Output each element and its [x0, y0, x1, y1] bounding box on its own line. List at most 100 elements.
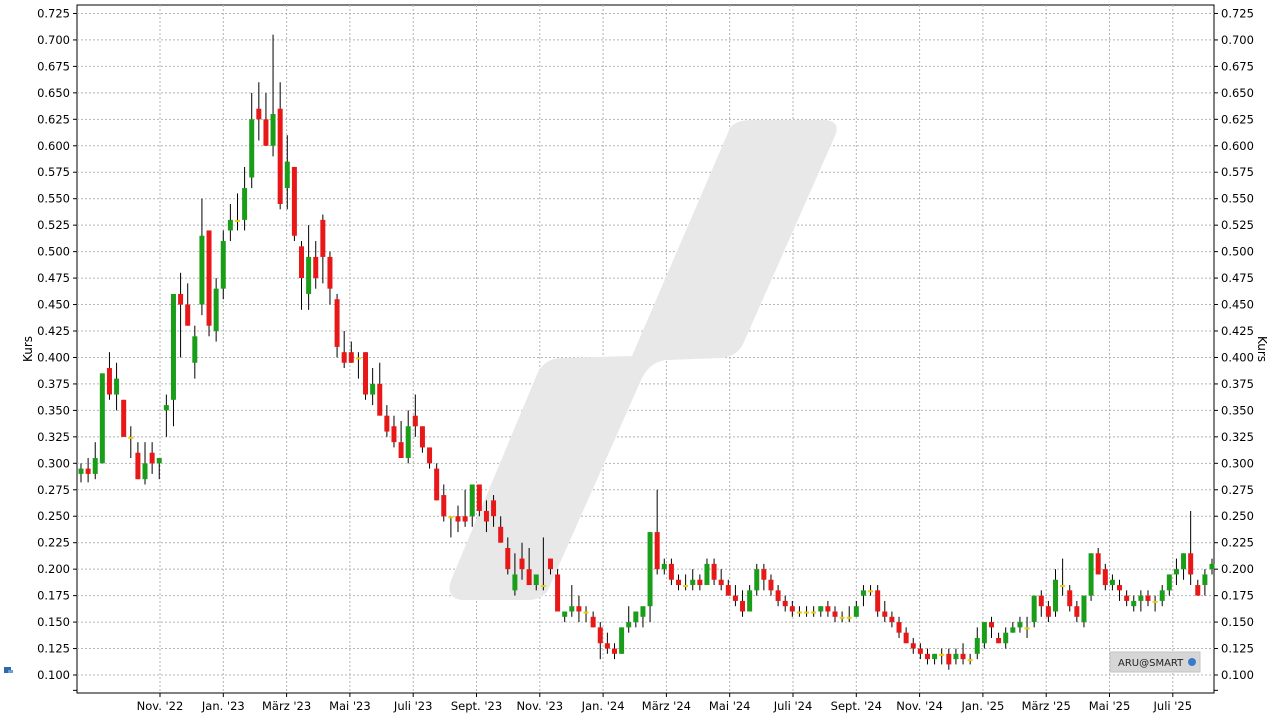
chart-tool-icon[interactable]: [4, 667, 13, 673]
y-tick-label-left: 0.400: [37, 350, 70, 364]
candle-body: [668, 563, 674, 580]
candle-body: [505, 547, 511, 570]
candle-body: [284, 161, 290, 189]
candle-body: [611, 648, 617, 654]
candle-body: [476, 484, 482, 511]
y-tick-label-left: 0.250: [37, 509, 70, 523]
y-tick-label-left: 0.225: [37, 536, 70, 550]
y-tick-label-left: 0.725: [37, 6, 70, 20]
candle-body: [569, 606, 575, 612]
candle-body: [597, 627, 603, 644]
candle-body: [1088, 553, 1094, 596]
candle-body: [405, 426, 411, 459]
candle-body: [455, 516, 461, 522]
x-tick-label: März '25: [1022, 699, 1071, 713]
candle-body: [875, 590, 881, 612]
candle-body: [868, 590, 874, 593]
candle-body: [1117, 585, 1123, 591]
candle-body: [434, 468, 440, 501]
x-tick-label: Nov. '23: [516, 699, 563, 713]
candle-body: [1202, 574, 1208, 586]
candle-body: [1159, 590, 1165, 601]
x-tick-label: Nov. '24: [896, 699, 943, 713]
y-tick-label-right: 0.375: [1221, 377, 1254, 391]
candle-body: [1053, 579, 1059, 612]
x-tick-label: Juli '24: [773, 699, 813, 713]
candle-body: [754, 569, 760, 591]
candle-body: [291, 166, 297, 236]
candle-body: [128, 436, 134, 439]
candle-body: [654, 532, 660, 570]
candle-body: [469, 484, 475, 517]
plot-frame: [76, 4, 1215, 694]
candle-body: [1017, 622, 1023, 628]
candle-body: [363, 352, 369, 395]
y-tick-label-left: 0.125: [37, 642, 70, 656]
candle-body: [832, 611, 838, 617]
candle-body: [334, 299, 340, 347]
candle-body: [768, 579, 774, 591]
candle-body: [761, 569, 767, 580]
candle-body: [576, 606, 582, 612]
candle-body: [647, 532, 653, 607]
x-tick-label: Nov. '22: [137, 699, 184, 713]
candle-body: [1152, 600, 1158, 603]
source-badge: ARU@SMART: [1109, 651, 1201, 673]
y-tick-label-right: 0.175: [1221, 589, 1254, 603]
candle-body: [988, 622, 994, 628]
candle-body: [533, 574, 539, 586]
candle-body: [811, 611, 817, 614]
candle-body: [1081, 595, 1087, 623]
y-tick-label-right: 0.100: [1221, 668, 1254, 682]
candle-body: [192, 336, 198, 363]
candle-body: [555, 574, 561, 612]
candle-body: [910, 643, 916, 649]
x-tick-label: Juli '25: [1153, 699, 1193, 713]
candle-body: [1003, 632, 1009, 644]
candle-body: [967, 659, 973, 662]
y-tick-label-right: 0.125: [1221, 642, 1254, 656]
candle-body: [747, 590, 753, 612]
candle-body: [782, 600, 788, 607]
candle-body: [690, 579, 696, 586]
y-tick-label-right: 0.200: [1221, 562, 1254, 576]
candle-body: [846, 616, 852, 619]
y-tick-label-right: 0.625: [1221, 112, 1254, 126]
x-tick-label: Mai '25: [1089, 699, 1131, 713]
y-tick-label-left: 0.425: [37, 324, 70, 338]
candle-body: [256, 108, 262, 120]
candle-body: [85, 468, 91, 474]
watermark-logo: [449, 120, 837, 600]
candle-body: [398, 442, 404, 459]
y-tick-label-left: 0.625: [37, 112, 70, 126]
candle-body: [1209, 563, 1215, 570]
candle-body: [860, 590, 866, 596]
candle-body: [818, 606, 824, 612]
candle-body: [370, 383, 376, 395]
candle-body: [732, 595, 738, 601]
candle-body: [149, 452, 155, 464]
candle-body: [661, 563, 667, 570]
candle-body: [1102, 569, 1108, 586]
candle-body: [903, 632, 909, 644]
y-tick-label-left: 0.450: [37, 298, 70, 312]
x-tick-label: Juli '23: [393, 699, 433, 713]
x-tick-label: Sept. '24: [831, 699, 882, 713]
candle-body: [412, 415, 418, 427]
y-tick-label-left: 0.150: [37, 615, 70, 629]
y-tick-label-left: 0.525: [37, 218, 70, 232]
candle-body: [547, 558, 553, 570]
y-tick-label-right: 0.450: [1221, 298, 1254, 312]
candle-body: [796, 611, 802, 614]
y-tick-label-left: 0.550: [37, 192, 70, 206]
source-badge-label: ARU@SMART: [1118, 658, 1184, 669]
candle-body: [939, 653, 945, 656]
globe-icon: [1188, 658, 1196, 666]
candle-body: [263, 119, 269, 146]
candle-body: [1166, 574, 1172, 591]
candle-body: [1010, 627, 1016, 633]
y-axis-label-right: Kurs: [1255, 336, 1269, 362]
candle-body: [1038, 595, 1044, 607]
candle-body: [604, 643, 610, 649]
candle-body: [804, 611, 810, 614]
